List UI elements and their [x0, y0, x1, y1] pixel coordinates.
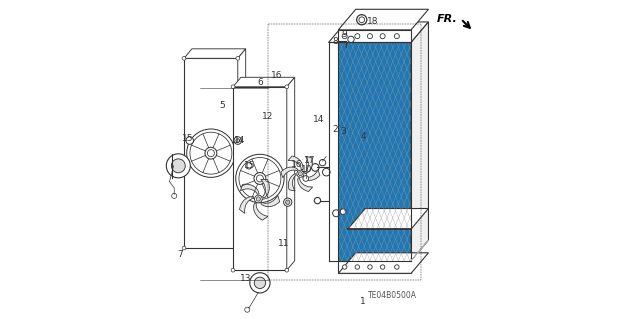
Polygon shape	[241, 184, 259, 194]
Polygon shape	[328, 22, 356, 42]
Circle shape	[254, 277, 266, 288]
Circle shape	[256, 197, 260, 201]
Circle shape	[250, 273, 270, 293]
Polygon shape	[305, 157, 312, 174]
Circle shape	[298, 172, 302, 176]
Circle shape	[323, 168, 330, 176]
Polygon shape	[233, 87, 287, 270]
Circle shape	[340, 209, 346, 214]
Polygon shape	[184, 58, 238, 248]
Text: 4: 4	[361, 132, 367, 141]
Polygon shape	[260, 179, 269, 198]
Polygon shape	[339, 253, 428, 273]
Circle shape	[297, 170, 304, 177]
Polygon shape	[288, 156, 303, 169]
Circle shape	[244, 307, 250, 312]
Circle shape	[172, 159, 186, 173]
Text: 6: 6	[258, 78, 264, 86]
Text: 11: 11	[278, 239, 290, 248]
Circle shape	[314, 197, 321, 204]
Circle shape	[246, 163, 252, 169]
Circle shape	[367, 33, 372, 39]
Polygon shape	[348, 209, 428, 229]
Circle shape	[166, 154, 190, 178]
Text: 3: 3	[340, 127, 346, 136]
Polygon shape	[339, 42, 411, 261]
Polygon shape	[303, 170, 320, 180]
Circle shape	[236, 56, 239, 60]
Circle shape	[231, 268, 235, 272]
Text: 13: 13	[240, 274, 252, 283]
Circle shape	[182, 246, 186, 250]
Circle shape	[172, 193, 177, 198]
Circle shape	[395, 265, 399, 269]
Text: 17: 17	[304, 156, 316, 165]
Circle shape	[231, 85, 235, 89]
Polygon shape	[233, 77, 294, 87]
Text: 7: 7	[177, 250, 183, 259]
Text: 10: 10	[301, 165, 312, 174]
Bar	[339, 261, 411, 273]
Circle shape	[236, 139, 239, 142]
Text: 18: 18	[367, 18, 379, 26]
Polygon shape	[261, 195, 280, 207]
Circle shape	[303, 176, 308, 181]
Bar	[339, 30, 411, 42]
Polygon shape	[238, 49, 246, 248]
Polygon shape	[287, 77, 294, 270]
Circle shape	[284, 198, 292, 206]
Circle shape	[394, 33, 399, 39]
Polygon shape	[281, 167, 298, 178]
Text: 14: 14	[314, 115, 324, 124]
Text: 9: 9	[342, 30, 348, 39]
Circle shape	[342, 265, 347, 269]
Text: 14: 14	[234, 136, 246, 145]
Text: 16: 16	[291, 160, 303, 169]
Circle shape	[380, 265, 385, 269]
Text: TE04B0500A: TE04B0500A	[368, 291, 417, 300]
Text: 15: 15	[182, 134, 193, 144]
Circle shape	[285, 85, 289, 89]
Circle shape	[348, 36, 354, 42]
Circle shape	[380, 33, 385, 39]
Circle shape	[359, 17, 365, 23]
Text: 12: 12	[262, 112, 273, 121]
Circle shape	[355, 33, 360, 39]
Text: 5: 5	[220, 101, 225, 110]
Circle shape	[285, 268, 289, 272]
Circle shape	[342, 33, 347, 39]
Polygon shape	[184, 49, 246, 58]
Polygon shape	[253, 203, 268, 220]
Circle shape	[368, 265, 372, 269]
Circle shape	[236, 246, 239, 250]
Polygon shape	[339, 9, 428, 30]
Circle shape	[255, 195, 262, 203]
Polygon shape	[239, 197, 253, 213]
Polygon shape	[411, 22, 428, 261]
Polygon shape	[289, 174, 296, 191]
Polygon shape	[339, 22, 428, 42]
Circle shape	[333, 210, 340, 217]
Text: 15: 15	[244, 161, 255, 170]
Polygon shape	[298, 178, 313, 191]
Text: 8: 8	[332, 37, 338, 46]
Text: 16: 16	[271, 71, 283, 80]
Circle shape	[234, 137, 241, 144]
Circle shape	[355, 265, 360, 269]
Circle shape	[319, 160, 326, 166]
Text: 1: 1	[360, 297, 365, 306]
Circle shape	[182, 56, 186, 60]
Text: 2: 2	[332, 125, 338, 134]
Circle shape	[285, 200, 290, 204]
Circle shape	[312, 164, 319, 171]
Circle shape	[186, 137, 193, 144]
Text: FR.: FR.	[437, 14, 458, 24]
